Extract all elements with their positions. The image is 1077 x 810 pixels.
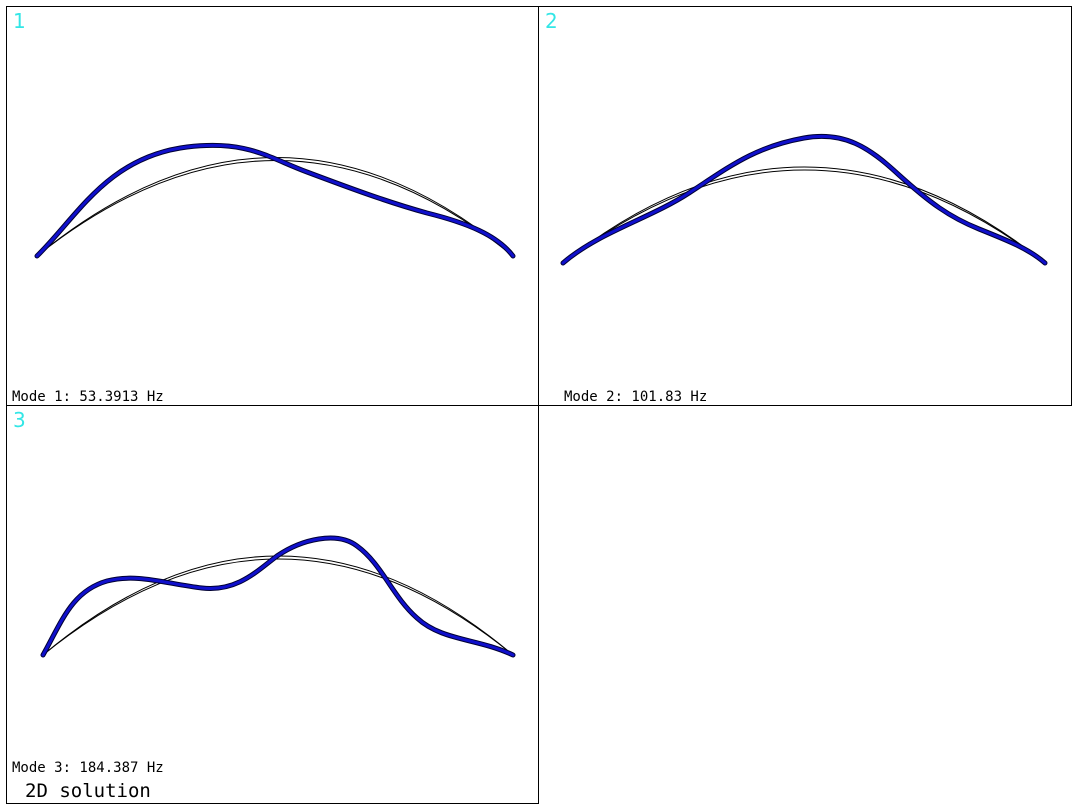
mode-2-plot bbox=[560, 133, 1048, 266]
mode-frequency-label: Mode 2: 101.83 Hz bbox=[564, 389, 708, 405]
undeformed-arch-inner bbox=[562, 169, 1046, 264]
mode-1-plot bbox=[34, 142, 516, 259]
undeformed-arch-outer bbox=[562, 166, 1046, 264]
mode-shape-curve bbox=[41, 536, 515, 657]
mode-shape-curve bbox=[35, 143, 515, 258]
panel-number: 2 bbox=[545, 9, 558, 33]
mode-shape-curve bbox=[561, 134, 1047, 265]
mode-panel-1: 1 Mode 1: 53.3913 Hz bbox=[6, 6, 539, 406]
undeformed-arch-inner bbox=[42, 558, 514, 656]
mode-panel-3: 3 Mode 3: 184.387 Hz 2D solution bbox=[6, 405, 539, 804]
panel-number: 1 bbox=[13, 9, 26, 33]
mode-shape-curve-edge bbox=[560, 133, 1048, 266]
solution-type-label: 2D solution bbox=[25, 780, 151, 802]
mode-frequency-label: Mode 3: 184.387 Hz bbox=[12, 760, 164, 776]
mode-panel-2: 2 Mode 2: 101.83 Hz bbox=[538, 6, 1072, 406]
mode-frequency-label: Mode 1: 53.3913 Hz bbox=[12, 389, 164, 405]
mode-shape-curve-edge bbox=[34, 142, 516, 259]
undeformed-arch-inner bbox=[36, 160, 514, 257]
panel-number: 3 bbox=[13, 408, 26, 432]
mode-3-plot bbox=[40, 535, 516, 658]
